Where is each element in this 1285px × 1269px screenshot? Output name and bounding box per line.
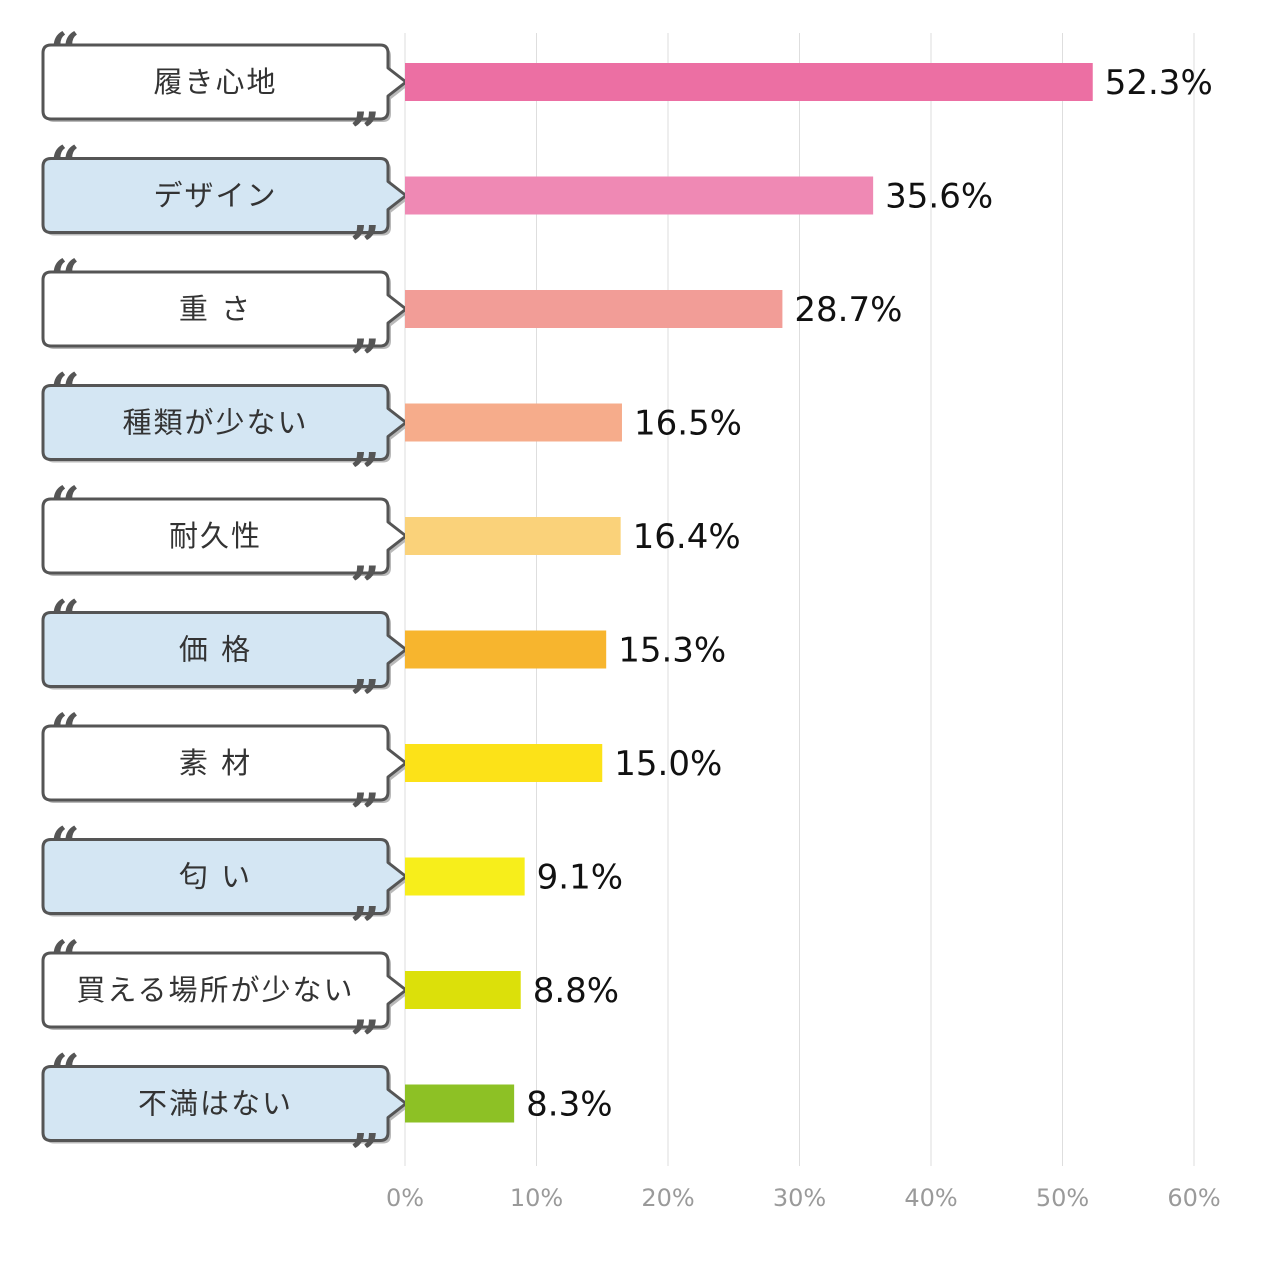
bar	[405, 63, 1093, 101]
bar-value-label: 35.6%	[885, 177, 993, 217]
bar	[405, 290, 783, 328]
category-label: 素 材	[179, 746, 252, 780]
bar-value-label: 16.4%	[633, 517, 741, 557]
category-label: デザイン	[153, 179, 277, 213]
close-quote-icon: ”	[350, 670, 380, 731]
category-label-box	[41, 157, 408, 234]
bar	[405, 971, 521, 1009]
x-tick-label: 60%	[1167, 1184, 1220, 1212]
bars	[405, 63, 1093, 1123]
close-quote-icon: ”	[350, 102, 380, 163]
category-label-box	[41, 497, 408, 575]
category-label: 種類が少ない	[122, 406, 308, 440]
close-quote-icon: ”	[350, 1124, 380, 1185]
x-tick-label: 10%	[510, 1184, 563, 1212]
category-label-box	[41, 838, 408, 915]
category-label: 重 さ	[179, 292, 252, 326]
open-quote-icon: “	[50, 590, 80, 651]
value-labels: 52.3% 35.6% 28.7% 16.5% 16.4% 15.3% 15.0% 9.1% 8…	[526, 63, 1213, 1125]
open-quote-icon: “	[50, 1044, 80, 1105]
category-labels: “ ” 履き心地 “ ” デザイン “ ” 重 さ “ ” 種類が少ない “ ” 耐久性 “ ” 価 格 “ ” 素 材…	[41, 22, 409, 1185]
x-tick-label: 0%	[386, 1184, 424, 1212]
open-quote-icon: “	[50, 249, 80, 310]
close-quote-icon: ”	[350, 216, 380, 277]
category-label: 耐久性	[169, 519, 262, 553]
category-label-box	[41, 270, 408, 348]
bar-value-label: 15.3%	[618, 631, 726, 671]
bar	[405, 744, 603, 782]
x-tick-label: 20%	[641, 1184, 694, 1212]
category-label-box	[41, 384, 408, 461]
open-quote-icon: “	[50, 22, 80, 83]
close-quote-icon: ”	[350, 556, 380, 617]
bar-value-label: 28.7%	[794, 290, 902, 330]
bar-value-label: 15.0%	[614, 744, 722, 784]
bar	[405, 403, 622, 442]
bar	[405, 857, 525, 896]
open-quote-icon: “	[50, 930, 80, 991]
open-quote-icon: “	[50, 363, 80, 424]
bar	[405, 176, 874, 215]
category-label-box	[41, 611, 408, 688]
bar-value-label: 9.1%	[537, 858, 623, 898]
bar-value-label: 8.8%	[533, 971, 619, 1011]
bar	[405, 517, 621, 555]
category-label: 匂 い	[179, 860, 252, 894]
x-axis-ticks: 0% 10% 20% 30% 40% 50% 60%	[386, 1184, 1221, 1212]
bar-value-label: 16.5%	[634, 404, 742, 444]
category-label-box	[41, 43, 408, 121]
bar	[405, 1084, 515, 1123]
category-label: 買える場所が少ない	[76, 973, 354, 1007]
close-quote-icon: ”	[350, 783, 380, 844]
close-quote-icon: ”	[350, 329, 380, 390]
bar-value-label: 8.3%	[526, 1085, 612, 1125]
x-tick-label: 40%	[904, 1184, 957, 1212]
category-label: 価 格	[179, 633, 252, 667]
close-quote-icon: ”	[350, 443, 380, 504]
category-label-box	[41, 724, 408, 802]
category-label: 不満はない	[138, 1087, 293, 1121]
x-tick-label: 30%	[773, 1184, 826, 1212]
category-label-box	[41, 1065, 408, 1142]
x-tick-label: 50%	[1036, 1184, 1089, 1212]
open-quote-icon: “	[50, 476, 80, 537]
category-label-box	[41, 951, 408, 1029]
bar-value-label: 52.3%	[1105, 63, 1213, 103]
open-quote-icon: “	[50, 817, 80, 878]
grid-layer	[404, 33, 1195, 1166]
close-quote-icon: ”	[350, 897, 380, 958]
open-quote-icon: “	[50, 136, 80, 197]
open-quote-icon: “	[50, 703, 80, 764]
bar	[405, 630, 607, 669]
close-quote-icon: ”	[350, 1010, 380, 1071]
category-label: 履き心地	[153, 65, 277, 99]
